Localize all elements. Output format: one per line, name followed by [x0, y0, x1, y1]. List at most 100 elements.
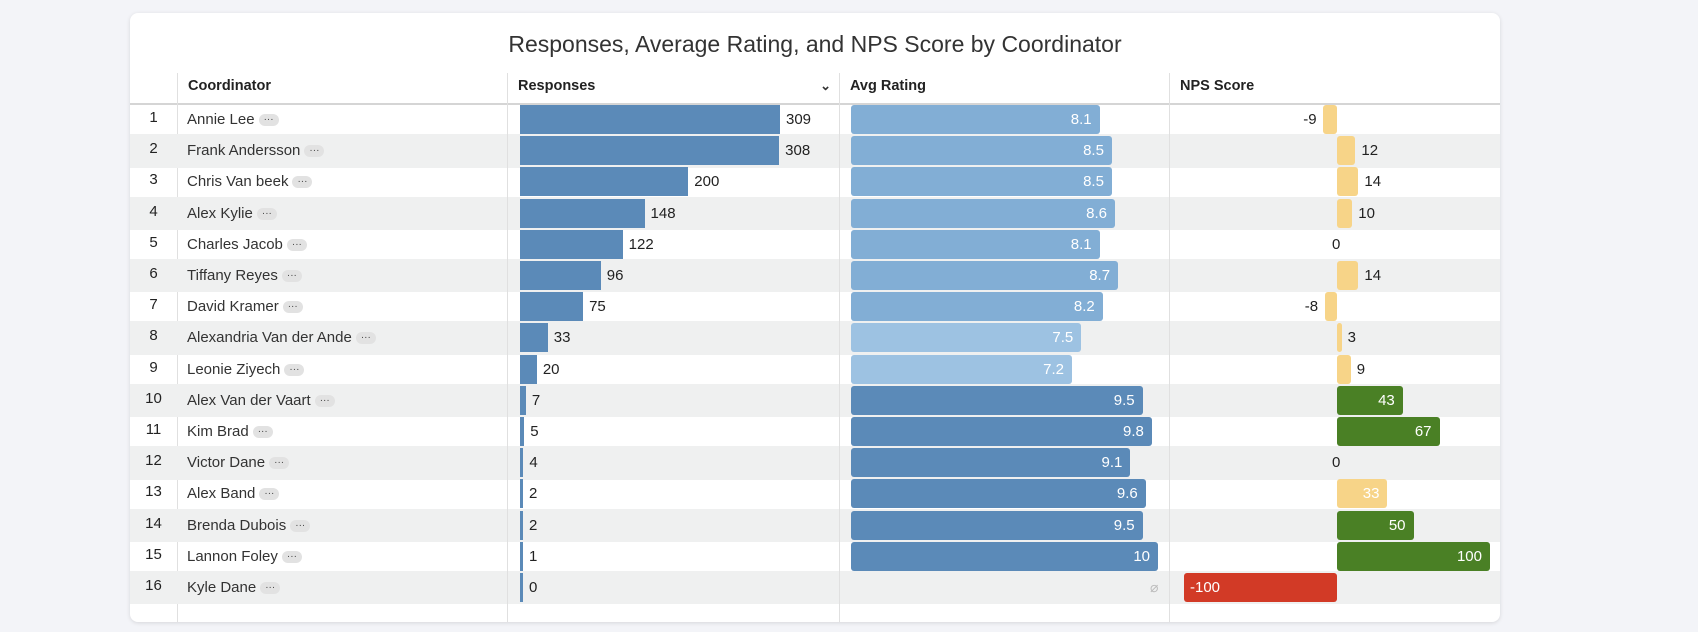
more-options-icon[interactable]: ··· — [282, 301, 303, 314]
responses-bar — [520, 541, 523, 571]
avg-rating-value: 9.5 — [1113, 391, 1135, 409]
coordinator-name[interactable]: Tiffany Reyes ··· — [187, 267, 302, 284]
table-row[interactable]: 3 Chris Van beek ··· 200 8.5 14 — [130, 165, 1500, 198]
responses-bar — [520, 229, 623, 259]
more-options-icon[interactable]: ··· — [284, 363, 305, 376]
avg-rating-bar: 9.6 — [851, 479, 1146, 509]
table-card: Responses, Average Rating, and NPS Score… — [130, 13, 1500, 622]
column-header-avg-rating[interactable]: Avg Rating — [839, 73, 1169, 103]
more-options-icon[interactable]: ··· — [269, 457, 290, 470]
responses-bar — [520, 417, 525, 446]
more-options-icon[interactable]: ··· — [281, 270, 302, 283]
table-row[interactable]: 6 Tiffany Reyes ··· 96 8.7 14 — [130, 259, 1500, 293]
row-index: 9 — [149, 358, 158, 376]
avg-rating-value: 8.6 — [1086, 204, 1108, 222]
column-header-nps[interactable]: NPS Score — [1169, 73, 1500, 103]
coordinator-label: Chris Van beek — [187, 173, 289, 191]
coordinator-name[interactable]: Kim Brad ··· — [187, 423, 273, 440]
responses-bar — [520, 385, 526, 415]
avg-rating-value: 8.5 — [1083, 142, 1104, 160]
avg-rating-bar: 9.5 — [851, 385, 1143, 415]
coordinator-name[interactable]: Victor Dane ··· — [187, 454, 290, 471]
coordinator-name[interactable]: Alex Kylie ··· — [187, 205, 277, 222]
table-row[interactable]: 11 Kim Brad ··· 5 9.8 67 — [130, 415, 1500, 448]
nps-bar — [1324, 292, 1337, 322]
table-row[interactable]: 10 Alex Van der Vaart ··· 7 9.5 43 — [130, 383, 1500, 418]
avg-rating-bar: 8.1 — [851, 105, 1100, 134]
column-header-coordinator[interactable]: Coordinator — [177, 73, 507, 103]
coordinator-name[interactable]: Kyle Dane ··· — [187, 579, 281, 596]
coordinator-name[interactable]: Alexandria Van der Ande ··· — [187, 329, 376, 346]
more-options-icon[interactable]: ··· — [259, 488, 280, 501]
table-row[interactable]: 9 Leonie Ziyech ··· 20 7.2 9 — [130, 353, 1500, 386]
more-options-icon[interactable]: ··· — [304, 145, 325, 158]
more-options-icon[interactable]: ··· — [355, 332, 376, 345]
coordinator-name[interactable]: Frank Andersson ··· — [187, 142, 325, 159]
responses-value: 20 — [542, 360, 560, 378]
avg-rating-value: 8.1 — [1070, 111, 1092, 128]
more-options-icon[interactable]: ··· — [252, 426, 273, 439]
responses-bar — [520, 292, 584, 322]
coordinator-name[interactable]: Chris Van beek ··· — [187, 173, 313, 191]
responses-value: 122 — [628, 235, 654, 253]
nps-value: 0 — [1332, 454, 1341, 472]
nps-value: 14 — [1364, 173, 1382, 191]
more-options-icon[interactable]: ··· — [256, 207, 277, 220]
coordinator-name[interactable]: Charles Jacob ··· — [187, 236, 307, 253]
responses-value: 2 — [529, 516, 538, 534]
column-header-responses[interactable]: Responses ⌄ — [507, 73, 839, 103]
column-label: Responses — [518, 78, 596, 94]
coordinator-name[interactable]: Leonie Ziyech ··· — [187, 361, 305, 378]
coordinator-name[interactable]: Brenda Dubois ··· — [187, 516, 311, 534]
nps-value: 67 — [1414, 423, 1432, 440]
coordinator-label: Brenda Dubois — [187, 516, 287, 534]
nps-value: -8 — [1304, 298, 1319, 316]
table-row[interactable]: 15 Lannon Foley ··· 1 10 100 — [130, 540, 1500, 573]
nps-bar: 33 — [1337, 479, 1388, 509]
table-row[interactable]: 4 Alex Kylie ··· 148 8.6 10 — [130, 196, 1500, 230]
table-row[interactable]: 14 Brenda Dubois ··· 2 9.5 50 — [130, 508, 1500, 542]
row-index: 2 — [149, 140, 158, 158]
coordinator-name[interactable]: Annie Lee ··· — [187, 111, 279, 128]
nps-value: 14 — [1364, 267, 1382, 284]
row-index: 15 — [145, 545, 162, 563]
avg-rating-value: 9.6 — [1116, 485, 1138, 503]
table-row[interactable]: 5 Charles Jacob ··· 122 8.1 0 — [130, 228, 1500, 261]
table-header: Coordinator Responses ⌄ Avg Rating NPS Sc… — [130, 73, 1500, 105]
more-options-icon[interactable]: ··· — [286, 238, 307, 251]
avg-rating-bar: 9.8 — [851, 417, 1152, 446]
avg-rating-value: 9.1 — [1101, 454, 1123, 472]
coordinator-label: Lannon Foley — [187, 547, 278, 565]
more-options-icon[interactable]: ··· — [281, 550, 302, 563]
avg-rating-value: 8.7 — [1089, 267, 1111, 284]
coordinator-name[interactable]: David Kramer ··· — [187, 298, 303, 315]
responses-value: 309 — [786, 111, 812, 128]
table-row[interactable]: 1 Annie Lee ··· 309 8.1 -9 — [130, 103, 1500, 136]
coordinator-name[interactable]: Alex Band ··· — [187, 485, 280, 503]
responses-value: 1 — [529, 547, 538, 565]
avg-rating-bar: 8.7 — [851, 261, 1119, 290]
nps-bar — [1337, 261, 1359, 290]
nps-value: -9 — [1303, 111, 1317, 128]
coordinator-name[interactable]: Alex Van der Vaart ··· — [187, 392, 335, 409]
row-index: 13 — [145, 483, 162, 501]
more-options-icon[interactable]: ··· — [260, 582, 281, 595]
more-options-icon[interactable]: ··· — [292, 176, 313, 189]
responses-bar — [520, 479, 523, 509]
coordinator-label: Alex Band — [187, 485, 256, 503]
coordinator-label: Alexandria Van der Ande — [187, 329, 352, 347]
table-row[interactable]: 2 Frank Andersson ··· 308 8.5 12 — [130, 134, 1500, 168]
row-index: 11 — [145, 421, 162, 438]
table-row[interactable]: 13 Alex Band ··· 2 9.6 33 — [130, 477, 1500, 510]
chevron-down-icon[interactable]: ⌄ — [820, 78, 831, 93]
more-options-icon[interactable]: ··· — [258, 114, 279, 127]
table-row[interactable]: 12 Victor Dane ··· 4 9.1 0 — [130, 446, 1500, 480]
nps-bar — [1337, 136, 1356, 166]
table-row[interactable]: 7 David Kramer ··· 75 8.2 -8 — [130, 290, 1500, 323]
more-options-icon[interactable]: ··· — [290, 519, 311, 532]
coordinator-name[interactable]: Lannon Foley ··· — [187, 548, 302, 565]
more-options-icon[interactable]: ··· — [314, 394, 335, 407]
table-row[interactable]: 8 Alexandria Van der Ande ··· 33 7.5 3 — [130, 321, 1500, 355]
table-row[interactable]: 16 Kyle Dane ··· 0 ⌀ -100 — [130, 571, 1500, 605]
responses-value: 7 — [531, 391, 541, 409]
